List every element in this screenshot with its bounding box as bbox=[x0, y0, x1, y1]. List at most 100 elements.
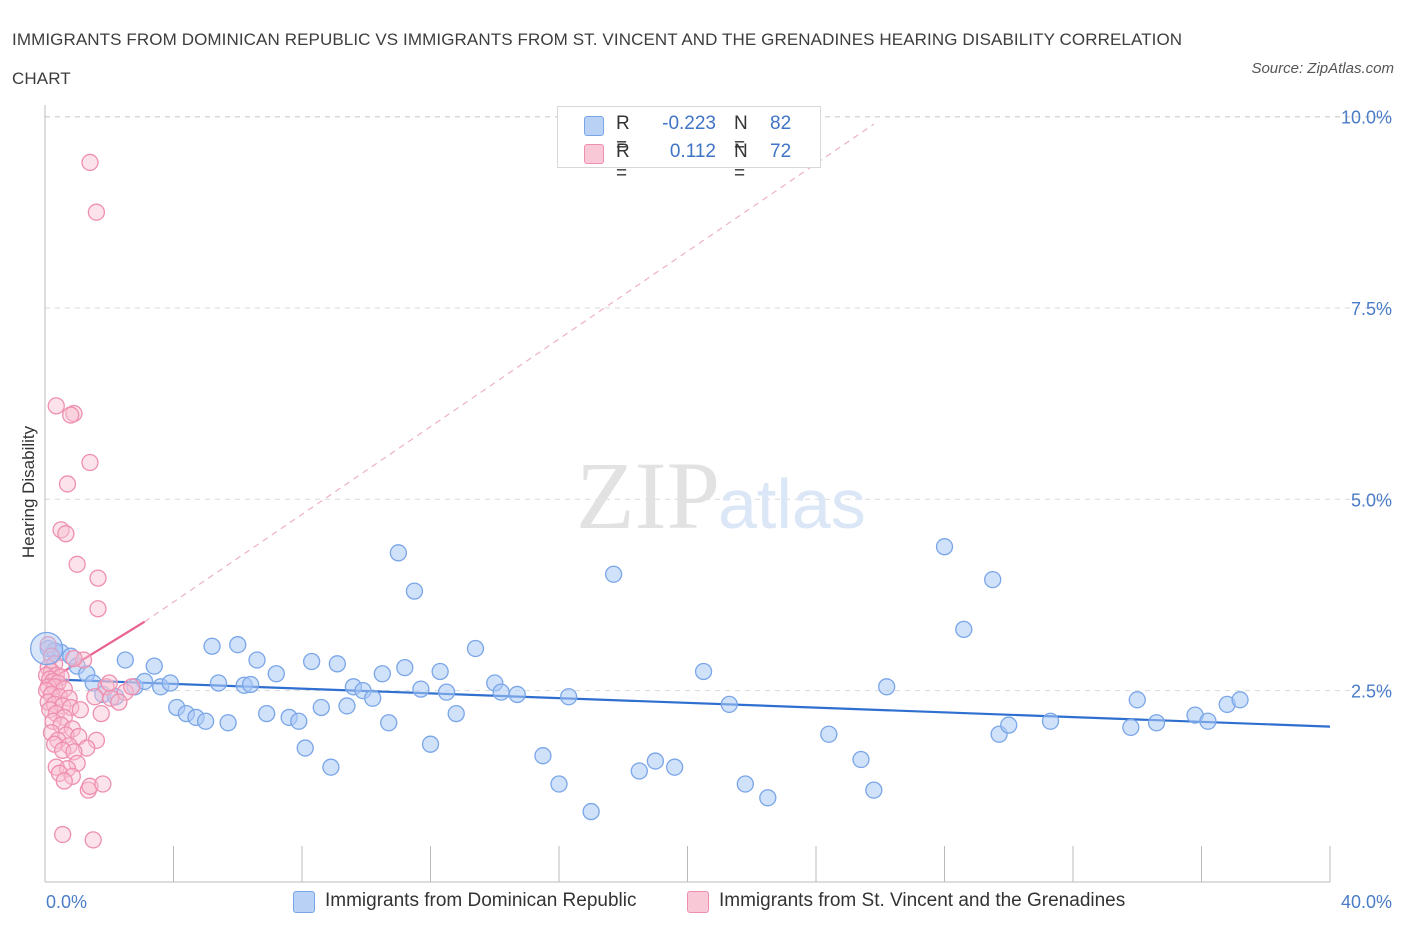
point-stvincent bbox=[94, 775, 112, 793]
point-dominican bbox=[935, 538, 954, 556]
trend-line-stvincent bbox=[44, 620, 146, 684]
point-dominican bbox=[955, 620, 973, 639]
point-stvincent bbox=[123, 678, 141, 696]
point-dominican bbox=[559, 688, 578, 706]
point-dominican bbox=[508, 685, 526, 704]
grid-lines bbox=[45, 116, 1392, 692]
point-dominican bbox=[492, 683, 510, 701]
point-dominican bbox=[412, 680, 430, 698]
x-tick-label: 40.0% bbox=[1341, 892, 1392, 912]
point-dominican bbox=[865, 781, 883, 799]
point-dominican bbox=[852, 750, 870, 769]
point-stvincent bbox=[81, 777, 99, 795]
point-stvincent bbox=[87, 203, 106, 221]
point-dominican bbox=[373, 665, 391, 683]
r-value: -0.223 bbox=[662, 113, 716, 134]
r-value: 0.112 bbox=[669, 141, 716, 162]
point-dominican bbox=[364, 689, 382, 707]
point-dominican bbox=[1147, 714, 1166, 732]
point-dominican bbox=[248, 651, 266, 669]
point-dominican bbox=[1199, 712, 1217, 730]
point-stvincent bbox=[92, 704, 110, 723]
point-dominican bbox=[405, 582, 424, 600]
point-stvincent bbox=[86, 688, 104, 706]
y-tick-label: 10.0% bbox=[1341, 108, 1392, 128]
point-stvincent bbox=[68, 754, 86, 772]
point-dominican bbox=[135, 672, 154, 691]
data-points bbox=[29, 153, 1249, 849]
point-dominican bbox=[604, 565, 623, 583]
point-dominican bbox=[421, 735, 440, 753]
point-stvincent bbox=[84, 831, 102, 849]
point-stvincent bbox=[68, 555, 86, 573]
point-dominican bbox=[820, 725, 838, 743]
point-dominican bbox=[1000, 716, 1018, 734]
point-dominican bbox=[1122, 718, 1140, 737]
legend-swatch-pink bbox=[584, 144, 604, 164]
n-label: N = bbox=[734, 113, 748, 156]
point-dominican bbox=[258, 704, 276, 723]
legend-swatch-pink bbox=[687, 891, 709, 913]
point-dominican bbox=[267, 665, 285, 683]
point-stvincent bbox=[89, 600, 107, 618]
point-dominican bbox=[296, 739, 314, 757]
point-dominican bbox=[878, 678, 896, 696]
point-dominican bbox=[145, 657, 163, 675]
n-label: N = bbox=[734, 141, 748, 184]
r-label: R = bbox=[616, 141, 630, 184]
y-tick-label: 5.0% bbox=[1351, 490, 1392, 510]
point-dominican bbox=[550, 775, 568, 793]
point-stvincent bbox=[78, 739, 96, 757]
y-axis-label: Hearing Disability bbox=[19, 425, 38, 558]
point-dominican bbox=[328, 655, 346, 673]
point-dominican bbox=[338, 697, 356, 715]
point-stvincent bbox=[47, 397, 65, 415]
point-dominican bbox=[209, 674, 228, 692]
point-stvincent bbox=[89, 569, 107, 587]
point-dominican bbox=[116, 651, 134, 669]
point-dominican bbox=[447, 704, 465, 723]
point-dominican bbox=[431, 662, 449, 681]
y-tick-label: 7.5% bbox=[1351, 299, 1392, 319]
point-dominican bbox=[229, 636, 247, 654]
point-dominican bbox=[534, 747, 552, 765]
source-label: Source: ZipAtlas.com bbox=[1251, 60, 1394, 77]
watermark-atlas: atlas bbox=[718, 465, 866, 543]
point-dominican bbox=[322, 758, 340, 776]
point-dominican bbox=[203, 637, 221, 655]
point-dominican bbox=[694, 662, 713, 681]
point-stvincent bbox=[57, 525, 75, 543]
point-stvincent bbox=[62, 406, 80, 424]
point-dominican bbox=[736, 775, 754, 793]
point-dominican bbox=[1041, 712, 1060, 730]
point-dominican bbox=[312, 698, 330, 717]
point-dominican bbox=[196, 712, 215, 730]
x-tick-label: 0.0% bbox=[46, 892, 87, 912]
point-stvincent bbox=[81, 153, 99, 172]
point-stvincent bbox=[71, 701, 89, 719]
point-dominican bbox=[380, 714, 398, 732]
n-value: 82 bbox=[770, 113, 792, 134]
point-dominican bbox=[720, 695, 738, 714]
point-dominican bbox=[466, 639, 485, 658]
point-dominican bbox=[302, 652, 321, 671]
chart-title: IMMIGRANTS FROM DOMINICAN REPUBLIC VS IM… bbox=[12, 30, 1183, 88]
point-stvincent bbox=[63, 767, 81, 786]
correlation-legend: R = -0.223 N = 82 R = 0.112 N = 72 bbox=[557, 106, 821, 184]
trend-line-dominican bbox=[44, 678, 1331, 728]
y-tick-label: 2.5% bbox=[1351, 682, 1392, 702]
legend-label: Immigrants from Dominican Republic bbox=[325, 890, 637, 911]
point-stvincent bbox=[81, 453, 99, 472]
point-dominican bbox=[1128, 691, 1146, 709]
point-dominican bbox=[582, 802, 600, 821]
point-stvincent bbox=[58, 475, 77, 493]
axes bbox=[44, 105, 1331, 883]
point-stvincent bbox=[54, 825, 72, 844]
legend-label: Immigrants from St. Vincent and the Gren… bbox=[719, 890, 1126, 911]
point-dominican bbox=[666, 758, 684, 776]
point-dominican bbox=[389, 544, 408, 562]
point-dominican bbox=[161, 674, 179, 692]
r-label: R = bbox=[616, 113, 630, 156]
point-dominican bbox=[984, 570, 1002, 589]
point-dominican bbox=[29, 631, 64, 666]
